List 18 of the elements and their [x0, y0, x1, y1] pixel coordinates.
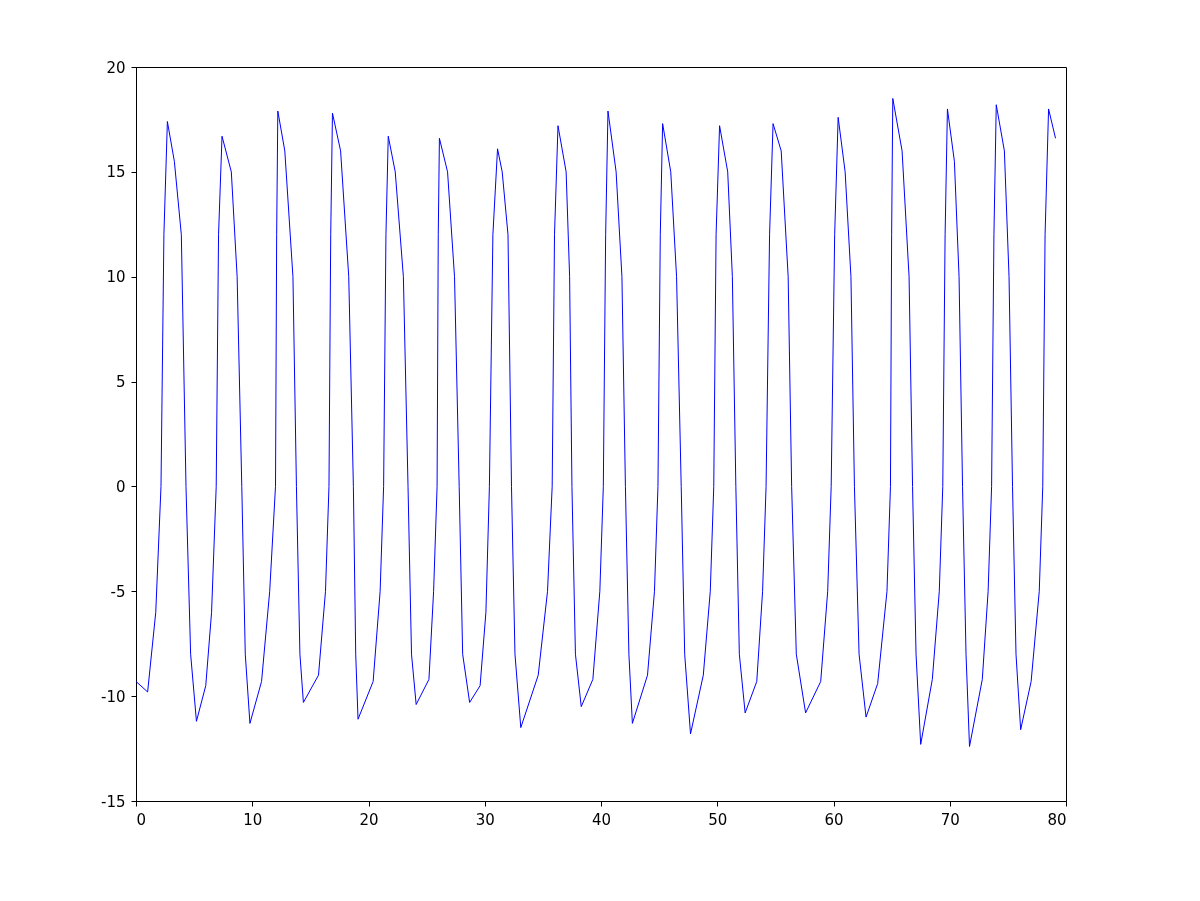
- y-tick-label: -5: [110, 582, 126, 601]
- x-tick-label: 10: [243, 810, 263, 829]
- y-tick-label: -15: [101, 792, 126, 811]
- x-tick-label: 20: [359, 810, 379, 829]
- x-tick-label: 30: [475, 810, 495, 829]
- x-tick-label: 80: [1047, 810, 1067, 829]
- y-tick-label: 15: [106, 163, 126, 182]
- y-tick-label: 20: [106, 58, 126, 77]
- x-tick-label: 70: [940, 810, 960, 829]
- y-tick-label: 5: [115, 373, 126, 392]
- x-tick-label: 60: [824, 810, 844, 829]
- y-tick-label: -10: [101, 687, 126, 706]
- x-tick-label: 50: [708, 810, 728, 829]
- x-tick-label: 0: [136, 810, 147, 829]
- line-series: [136, 97, 1057, 747]
- y-tick-label: 0: [115, 477, 126, 496]
- x-tick-label: 40: [591, 810, 612, 829]
- y-tick-label: 10: [106, 268, 126, 287]
